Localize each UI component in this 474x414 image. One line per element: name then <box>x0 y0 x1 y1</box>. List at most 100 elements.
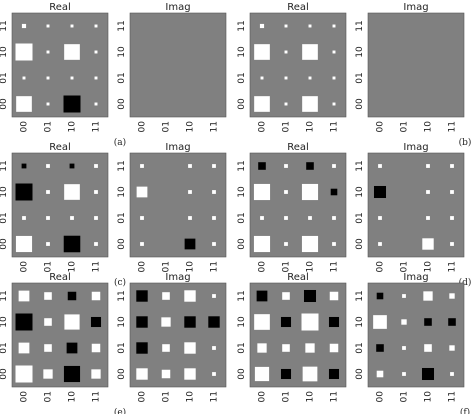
hinton-square <box>212 372 216 376</box>
matrix-panel-imag: Imag 00 00 01 01 10 10 11 11 <box>355 142 465 273</box>
hinton-square <box>46 190 50 194</box>
x-tick-label: 00 <box>20 261 30 273</box>
y-tick-label: 11 <box>355 160 365 171</box>
y-tick-label: 10 <box>355 46 365 58</box>
hinton-square <box>161 369 171 379</box>
hinton-square <box>284 164 288 168</box>
x-tick-label: 10 <box>424 391 434 403</box>
y-tick-label: 10 <box>117 316 127 328</box>
hinton-square <box>302 366 318 382</box>
hinton-square <box>46 216 50 220</box>
y-tick-label: 01 <box>355 212 365 223</box>
hinton-square <box>46 242 50 246</box>
hinton-square <box>67 291 77 301</box>
x-tick-label: 00 <box>376 391 386 403</box>
hinton-square <box>184 316 196 328</box>
x-tick-label: 11 <box>210 121 220 132</box>
hinton-square <box>15 43 33 61</box>
hinton-square <box>280 368 292 380</box>
y-tick-label: 10 <box>0 46 9 58</box>
y-tick-label: 01 <box>0 212 9 223</box>
hinton-square <box>402 294 406 298</box>
hinton-square <box>212 190 216 194</box>
hinton-square <box>284 242 288 246</box>
hinton-square <box>450 164 454 168</box>
hinton-square <box>256 290 268 302</box>
y-tick-label: 00 <box>117 98 127 110</box>
x-tick-label: 01 <box>282 391 292 402</box>
y-tick-label: 11 <box>117 160 127 171</box>
panel-title: Imag <box>165 2 190 13</box>
x-tick-label: 00 <box>258 391 268 403</box>
hinton-square <box>212 294 216 298</box>
hinton-square <box>402 372 406 376</box>
y-tick-label: 00 <box>237 368 247 380</box>
hinton-square <box>162 344 170 352</box>
matrix-panel-imag: Imag 00 00 01 01 10 10 11 11 <box>355 2 465 133</box>
x-tick-label: 00 <box>376 121 386 133</box>
hinton-square <box>423 291 433 301</box>
panel-title: Real <box>49 142 71 153</box>
hinton-square <box>302 44 318 60</box>
x-tick-label: 01 <box>282 121 292 132</box>
x-tick-label: 01 <box>44 121 54 132</box>
hinton-square <box>378 216 382 220</box>
x-tick-label: 11 <box>448 261 458 272</box>
hinton-square <box>16 96 32 112</box>
hinton-square <box>22 216 26 220</box>
x-tick-label: 10 <box>424 261 434 273</box>
hinton-square <box>69 163 75 169</box>
hinton-square <box>188 190 192 194</box>
hinton-square <box>450 216 454 220</box>
hinton-square <box>90 316 102 328</box>
hinton-square <box>284 76 288 80</box>
hinton-square <box>136 342 148 354</box>
y-tick-label: 00 <box>355 238 365 250</box>
hinton-square <box>64 44 80 60</box>
y-tick-label: 10 <box>117 186 127 198</box>
hinton-square <box>44 292 52 300</box>
matrix-panel-real: Real 00 00 01 01 10 10 11 11 <box>0 272 109 402</box>
hinton-square <box>401 319 407 325</box>
hinton-square <box>376 344 384 352</box>
subfigure-label: (c) <box>114 277 126 288</box>
matrix-panel-imag: Imag 00 00 01 01 10 10 11 11 <box>117 2 227 132</box>
hinton-square <box>424 344 432 352</box>
hinton-square <box>22 76 26 80</box>
hinton-square <box>376 292 384 300</box>
y-tick-label: 11 <box>117 290 127 301</box>
panel-background <box>129 12 227 118</box>
panel-background <box>367 282 465 388</box>
x-tick-label: 10 <box>186 261 196 273</box>
hinton-square <box>188 216 192 220</box>
hinton-square <box>258 162 266 170</box>
x-tick-label: 10 <box>306 261 316 273</box>
hinton-square <box>376 370 384 378</box>
hinton-square <box>94 76 98 80</box>
hinton-square <box>332 164 336 168</box>
panel-title: Imag <box>403 272 428 283</box>
x-tick-label: 11 <box>330 391 340 402</box>
panel-background <box>367 152 465 258</box>
matrix-panel-real: Real 00 00 01 01 10 10 11 11 <box>237 272 347 403</box>
y-tick-label: 00 <box>0 98 9 110</box>
hinton-square <box>328 368 340 380</box>
hinton-square <box>328 316 340 328</box>
x-tick-label: 01 <box>162 121 172 132</box>
hinton-square <box>378 242 382 246</box>
panel-title: Real <box>287 2 309 13</box>
matrix-panel-real: Real 00 00 01 01 10 10 11 11 <box>0 2 109 132</box>
hinton-square <box>44 344 52 352</box>
hinton-square <box>284 216 288 220</box>
matrix-panel-real: Real 00 00 01 01 10 10 11 11 <box>0 142 109 273</box>
hinton-square <box>18 342 30 354</box>
y-tick-label: 10 <box>237 186 247 198</box>
hinton-square <box>424 318 432 326</box>
hinton-square <box>18 290 30 302</box>
x-tick-label: 11 <box>92 391 102 402</box>
subfigure-label: (d) <box>459 277 472 288</box>
hinton-square <box>64 314 80 330</box>
panel-background <box>129 152 227 258</box>
hinton-square <box>308 76 312 80</box>
